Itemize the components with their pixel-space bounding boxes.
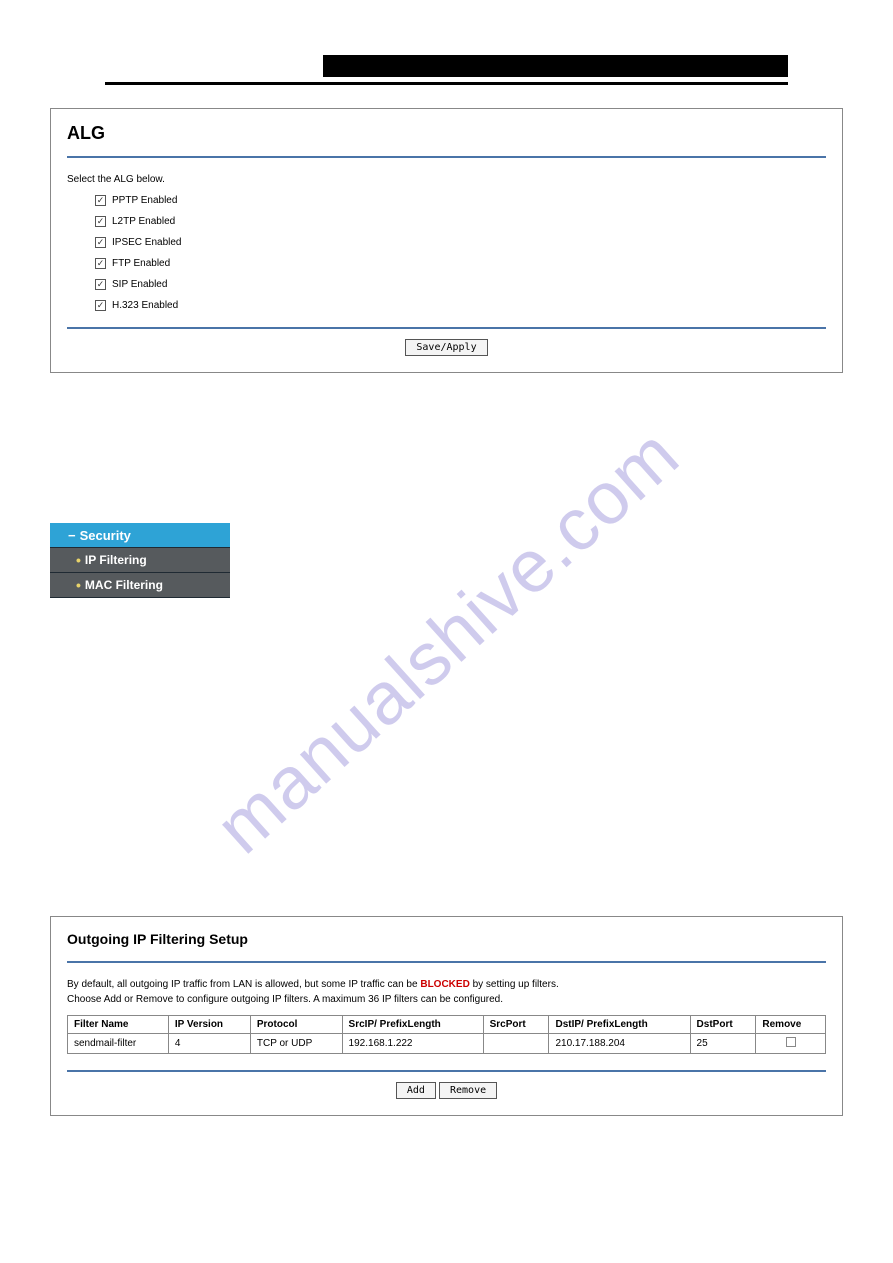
table-header-row: Filter Name IP Version Protocol SrcIP/ P… (68, 1016, 826, 1034)
bullet-icon: • (76, 577, 81, 593)
alg-option[interactable]: ✓ IPSEC Enabled (95, 237, 826, 248)
alg-option[interactable]: ✓ SIP Enabled (95, 279, 826, 290)
col-dstport: DstPort (690, 1016, 756, 1034)
alg-option[interactable]: ✓ L2TP Enabled (95, 216, 826, 227)
filter-desc-2: Choose Add or Remove to configure outgoi… (67, 994, 826, 1005)
filter-title: Outgoing IP Filtering Setup (67, 931, 826, 947)
nav-header-label: Security (80, 528, 131, 543)
dash-icon: − (68, 528, 76, 543)
cell-dstport: 25 (690, 1034, 756, 1054)
header-black-bar (323, 55, 788, 77)
alg-select-text: Select the ALG below. (67, 174, 826, 185)
alg-option-label: PPTP Enabled (112, 195, 177, 206)
cell-proto: TCP or UDP (250, 1034, 342, 1054)
col-protocol: Protocol (250, 1016, 342, 1034)
alg-option-label: FTP Enabled (112, 258, 170, 269)
alg-panel: ALG Select the ALG below. ✓ PPTP Enabled… (50, 108, 843, 373)
security-nav: − Security • IP Filtering • MAC Filterin… (50, 523, 230, 598)
checkbox-icon[interactable]: ✓ (95, 300, 106, 311)
col-srcport: SrcPort (483, 1016, 549, 1034)
checkbox-icon[interactable]: ✓ (95, 216, 106, 227)
checkbox-icon[interactable]: ✓ (95, 195, 106, 206)
header-rule (105, 82, 788, 85)
cell-dstip: 210.17.188.204 (549, 1034, 690, 1054)
col-remove: Remove (756, 1016, 826, 1034)
cell-srcport (483, 1034, 549, 1054)
alg-title: ALG (67, 123, 826, 144)
desc-blocked: BLOCKED (420, 979, 469, 990)
filter-desc-1: By default, all outgoing IP traffic from… (67, 979, 826, 990)
ip-filter-panel: Outgoing IP Filtering Setup By default, … (50, 916, 843, 1116)
divider (67, 1070, 826, 1072)
bullet-icon: • (76, 552, 81, 568)
desc-pre: By default, all outgoing IP traffic from… (67, 979, 420, 990)
remove-button[interactable]: Remove (439, 1082, 497, 1099)
nav-item-label: MAC Filtering (85, 578, 163, 592)
alg-option-label: IPSEC Enabled (112, 237, 182, 248)
cell-ipver: 4 (168, 1034, 250, 1054)
alg-option[interactable]: ✓ FTP Enabled (95, 258, 826, 269)
nav-item-ip-filtering[interactable]: • IP Filtering (50, 548, 230, 573)
table-row: sendmail-filter 4 TCP or UDP 192.168.1.2… (68, 1034, 826, 1054)
nav-item-label: IP Filtering (85, 553, 147, 567)
alg-option-label: L2TP Enabled (112, 216, 175, 227)
alg-option-label: H.323 Enabled (112, 300, 178, 311)
checkbox-icon[interactable]: ✓ (95, 279, 106, 290)
add-button[interactable]: Add (396, 1082, 436, 1099)
divider (67, 961, 826, 963)
checkbox-icon[interactable]: ✓ (95, 258, 106, 269)
filter-table: Filter Name IP Version Protocol SrcIP/ P… (67, 1015, 826, 1054)
nav-header-security[interactable]: − Security (50, 523, 230, 548)
checkbox-icon[interactable]: ✓ (95, 237, 106, 248)
col-dstip: DstIP/ PrefixLength (549, 1016, 690, 1034)
remove-checkbox[interactable] (786, 1037, 796, 1047)
cell-srcip: 192.168.1.222 (342, 1034, 483, 1054)
col-srcip: SrcIP/ PrefixLength (342, 1016, 483, 1034)
alg-option-label: SIP Enabled (112, 279, 167, 290)
cell-remove (756, 1034, 826, 1054)
desc-post: by setting up filters. (470, 979, 559, 990)
nav-item-mac-filtering[interactable]: • MAC Filtering (50, 573, 230, 598)
col-filter-name: Filter Name (68, 1016, 169, 1034)
divider (67, 327, 826, 329)
col-ip-version: IP Version (168, 1016, 250, 1034)
alg-option[interactable]: ✓ PPTP Enabled (95, 195, 826, 206)
save-apply-button[interactable]: Save/Apply (405, 339, 487, 356)
alg-option[interactable]: ✓ H.323 Enabled (95, 300, 826, 311)
divider (67, 156, 826, 158)
cell-name: sendmail-filter (68, 1034, 169, 1054)
